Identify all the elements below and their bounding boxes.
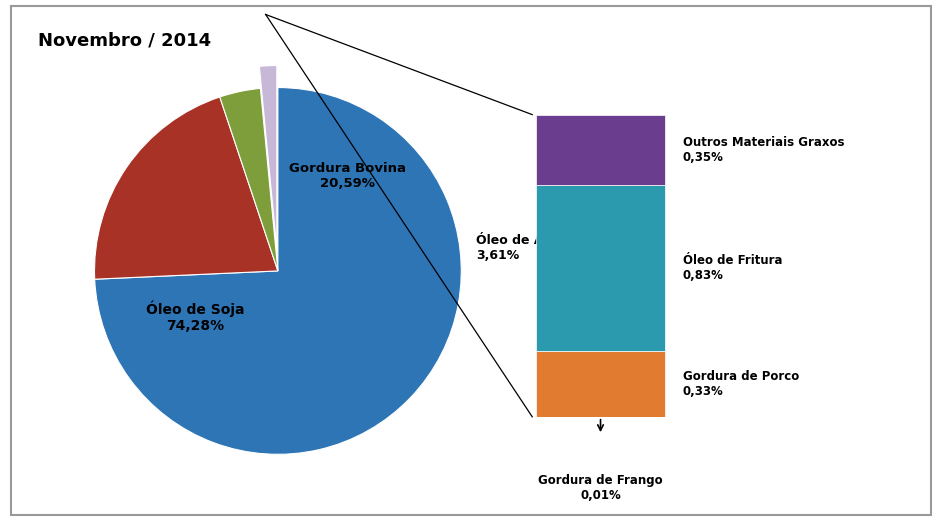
Text: Óleo de Algodão
3,61%: Óleo de Algodão 3,61% xyxy=(476,232,591,262)
Bar xyxy=(536,351,665,417)
Bar xyxy=(536,115,665,184)
Text: Gordura de Frango
0,01%: Gordura de Frango 0,01% xyxy=(538,474,663,502)
Text: Novembro / 2014: Novembro / 2014 xyxy=(38,31,211,49)
Text: Óleo de Soja
74,28%: Óleo de Soja 74,28% xyxy=(146,301,245,333)
Text: Outros Materiais Graxos
0,35%: Outros Materiais Graxos 0,35% xyxy=(683,135,844,164)
Text: Gordura Bovina
20,59%: Gordura Bovina 20,59% xyxy=(289,162,406,190)
Wedge shape xyxy=(259,66,277,249)
Wedge shape xyxy=(219,89,278,271)
Bar xyxy=(536,184,665,351)
Wedge shape xyxy=(94,97,278,279)
Wedge shape xyxy=(95,88,462,454)
Text: Óleo de Fritura
0,83%: Óleo de Fritura 0,83% xyxy=(683,254,783,282)
Text: Gordura de Porco
0,33%: Gordura de Porco 0,33% xyxy=(683,370,799,398)
